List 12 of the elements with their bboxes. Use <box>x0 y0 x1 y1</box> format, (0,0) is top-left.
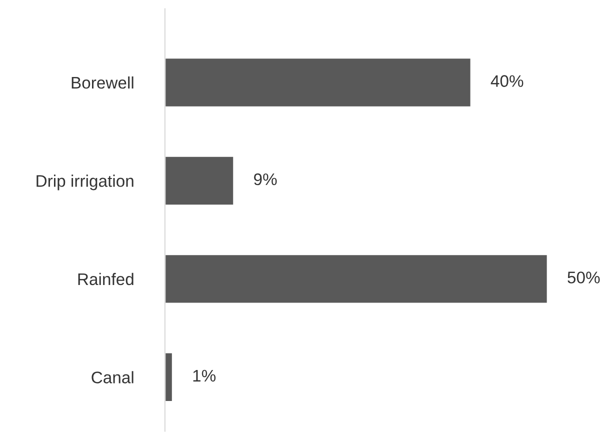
bar <box>164 352 174 402</box>
data-label: 40% <box>490 75 524 87</box>
y-tick-label: Rainfed <box>78 272 134 286</box>
bar <box>164 155 235 206</box>
bar <box>164 57 472 108</box>
data-label: 50% <box>568 272 600 284</box>
data-label: 1% <box>193 370 216 382</box>
data-label: 9% <box>254 173 277 186</box>
bar <box>164 254 548 304</box>
y-tick-label: Drip irrigation <box>36 174 134 190</box>
y-tick-label: Canal <box>92 371 134 384</box>
y-tick-label: Borewell <box>72 76 134 89</box>
